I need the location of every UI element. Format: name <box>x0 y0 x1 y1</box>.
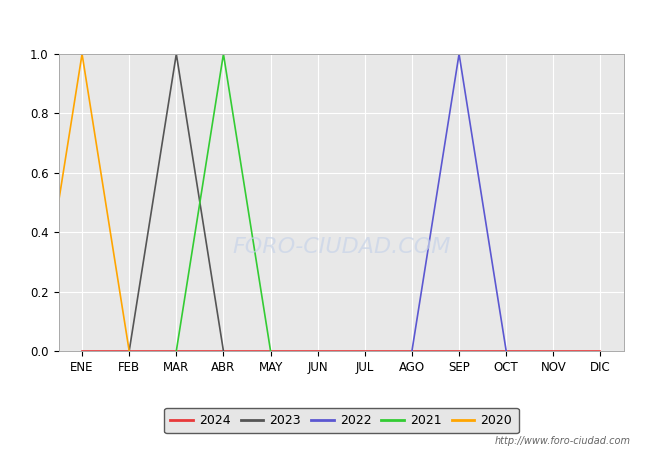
2023 <box>220 348 228 354</box>
2023 <box>172 51 180 57</box>
2024 <box>314 348 322 354</box>
Line: 2020: 2020 <box>35 54 129 351</box>
2024 <box>549 348 557 354</box>
2024 <box>172 348 180 354</box>
2020 <box>125 348 133 354</box>
2022 <box>408 348 416 354</box>
2024 <box>125 348 133 354</box>
2022 <box>502 348 510 354</box>
2024 <box>408 348 416 354</box>
2024 <box>361 348 369 354</box>
2024 <box>502 348 510 354</box>
2023 <box>125 348 133 354</box>
2021 <box>266 348 274 354</box>
2021 <box>220 51 228 57</box>
Line: 2023: 2023 <box>129 54 224 351</box>
2024 <box>455 348 463 354</box>
2022 <box>455 51 463 57</box>
2024 <box>220 348 228 354</box>
Text: Matriculaciones de Vehiculos en Berge: Matriculaciones de Vehiculos en Berge <box>151 11 499 29</box>
2020 <box>78 51 86 57</box>
2021 <box>172 348 180 354</box>
Line: 2022: 2022 <box>412 54 506 351</box>
2020 <box>31 348 39 354</box>
2024 <box>597 348 604 354</box>
2024 <box>78 348 86 354</box>
Text: http://www.foro-ciudad.com: http://www.foro-ciudad.com <box>495 436 630 446</box>
Legend: 2024, 2023, 2022, 2021, 2020: 2024, 2023, 2022, 2021, 2020 <box>164 408 519 433</box>
2024 <box>266 348 274 354</box>
Line: 2021: 2021 <box>176 54 270 351</box>
Text: FORO-CIUDAD.COM: FORO-CIUDAD.COM <box>232 237 450 257</box>
